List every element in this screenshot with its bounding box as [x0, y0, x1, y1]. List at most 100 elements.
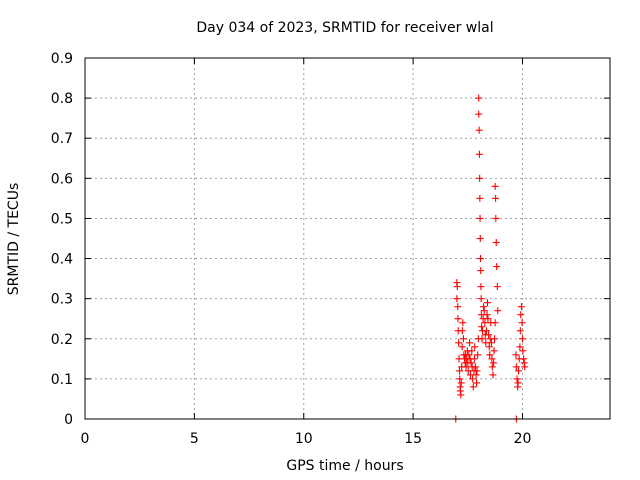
- data-point: [492, 239, 500, 247]
- data-point: [517, 303, 525, 311]
- data-point: [491, 319, 499, 327]
- data-point: [482, 327, 490, 335]
- data-point: [480, 303, 488, 311]
- data-point: [459, 335, 467, 343]
- data-point: [471, 363, 479, 371]
- data-point: [469, 383, 477, 391]
- data-point: [481, 319, 489, 327]
- data-point: [518, 319, 526, 327]
- x-axis-label: GPS time / hours: [286, 458, 403, 474]
- data-point: [459, 319, 467, 327]
- y-axis-label: SRMTID / TECUs: [6, 183, 22, 296]
- data-point: [458, 327, 466, 335]
- x-tick-label: 5: [190, 431, 199, 447]
- data-point: [520, 355, 528, 363]
- data-point: [477, 267, 485, 275]
- data-point: [453, 295, 461, 303]
- data-point: [475, 94, 483, 102]
- data-point: [475, 126, 483, 134]
- y-tick-label: 0.8: [51, 91, 73, 107]
- data-point: [484, 299, 491, 307]
- data-point: [491, 182, 499, 190]
- data-point: [484, 315, 492, 323]
- data-point: [493, 263, 501, 271]
- data-point: [467, 359, 475, 367]
- data-point: [477, 255, 484, 263]
- data-point: [475, 150, 483, 158]
- data-point: [475, 110, 483, 118]
- data-point: [472, 371, 480, 379]
- y-tick-label: 0.9: [51, 51, 73, 67]
- data-point: [514, 379, 522, 387]
- y-tick-label: 0.2: [51, 332, 73, 348]
- marks-layer: [452, 94, 529, 423]
- y-tick-label: 0.5: [51, 211, 73, 227]
- x-tick-label: 10: [295, 431, 313, 447]
- data-point: [473, 367, 481, 375]
- data-point: [468, 347, 476, 355]
- data-point: [477, 283, 485, 291]
- data-point: [487, 339, 495, 347]
- data-point: [476, 235, 484, 242]
- data-point: [490, 359, 498, 367]
- data-point: [515, 367, 523, 375]
- data-point: [457, 379, 465, 387]
- plot-frame: [84, 57, 611, 420]
- x-tick-label: 0: [81, 431, 90, 447]
- data-point: [521, 363, 529, 371]
- data-point: [492, 214, 500, 222]
- data-point: [485, 331, 493, 339]
- y-tick-label: 0.1: [51, 372, 73, 388]
- data-point: [465, 351, 473, 359]
- data-point: [478, 323, 486, 331]
- chart-title: Day 034 of 2023, SRMTID for receiver wla…: [196, 20, 493, 36]
- y-tick-label: 0.6: [51, 171, 73, 187]
- data-point: [476, 194, 484, 202]
- data-point: [486, 351, 494, 359]
- data-point: [466, 339, 474, 347]
- data-point: [489, 371, 497, 379]
- y-tick-label: 0.3: [51, 292, 73, 308]
- data-point: [488, 363, 496, 371]
- data-point: [471, 343, 479, 351]
- data-point: [480, 307, 488, 315]
- data-point: [517, 311, 525, 319]
- data-point: [485, 343, 493, 351]
- data-point: [462, 363, 470, 371]
- data-point: [476, 214, 484, 222]
- data-point: [488, 355, 496, 363]
- data-point: [492, 194, 500, 202]
- data-point: [478, 335, 486, 343]
- data-point: [490, 347, 498, 355]
- data-point: [516, 343, 524, 351]
- x-tick-label: 15: [404, 431, 422, 447]
- data-point: [494, 307, 502, 315]
- data-point: [512, 351, 520, 359]
- data-point: [476, 174, 484, 182]
- data-point: [512, 363, 520, 371]
- data-point: [491, 335, 498, 343]
- data-point: [474, 351, 482, 359]
- data-point: [513, 375, 521, 383]
- data-point: [519, 335, 526, 343]
- y-tick-label: 0: [64, 412, 73, 428]
- data-point: [470, 355, 478, 363]
- y-tick-label: 0.4: [51, 252, 73, 268]
- data-point: [469, 375, 477, 383]
- data-point: [456, 367, 463, 375]
- data-point: [477, 295, 485, 303]
- data-point: [458, 343, 466, 351]
- y-tick-label: 0.7: [51, 131, 73, 147]
- data-point: [455, 339, 463, 347]
- data-point: [457, 391, 465, 399]
- tick-layer: 0 0.1 0.2 0.3 0.4 0.5 0.6 0.7 0.8 0.9 0 5 10 15 20: [51, 51, 610, 447]
- data-point: [483, 311, 491, 319]
- data-point: [456, 375, 464, 383]
- x-tick-label: 20: [514, 431, 532, 447]
- data-point: [454, 303, 462, 311]
- data-point: [473, 379, 481, 387]
- data-point: [454, 315, 462, 323]
- data-point: [493, 283, 501, 291]
